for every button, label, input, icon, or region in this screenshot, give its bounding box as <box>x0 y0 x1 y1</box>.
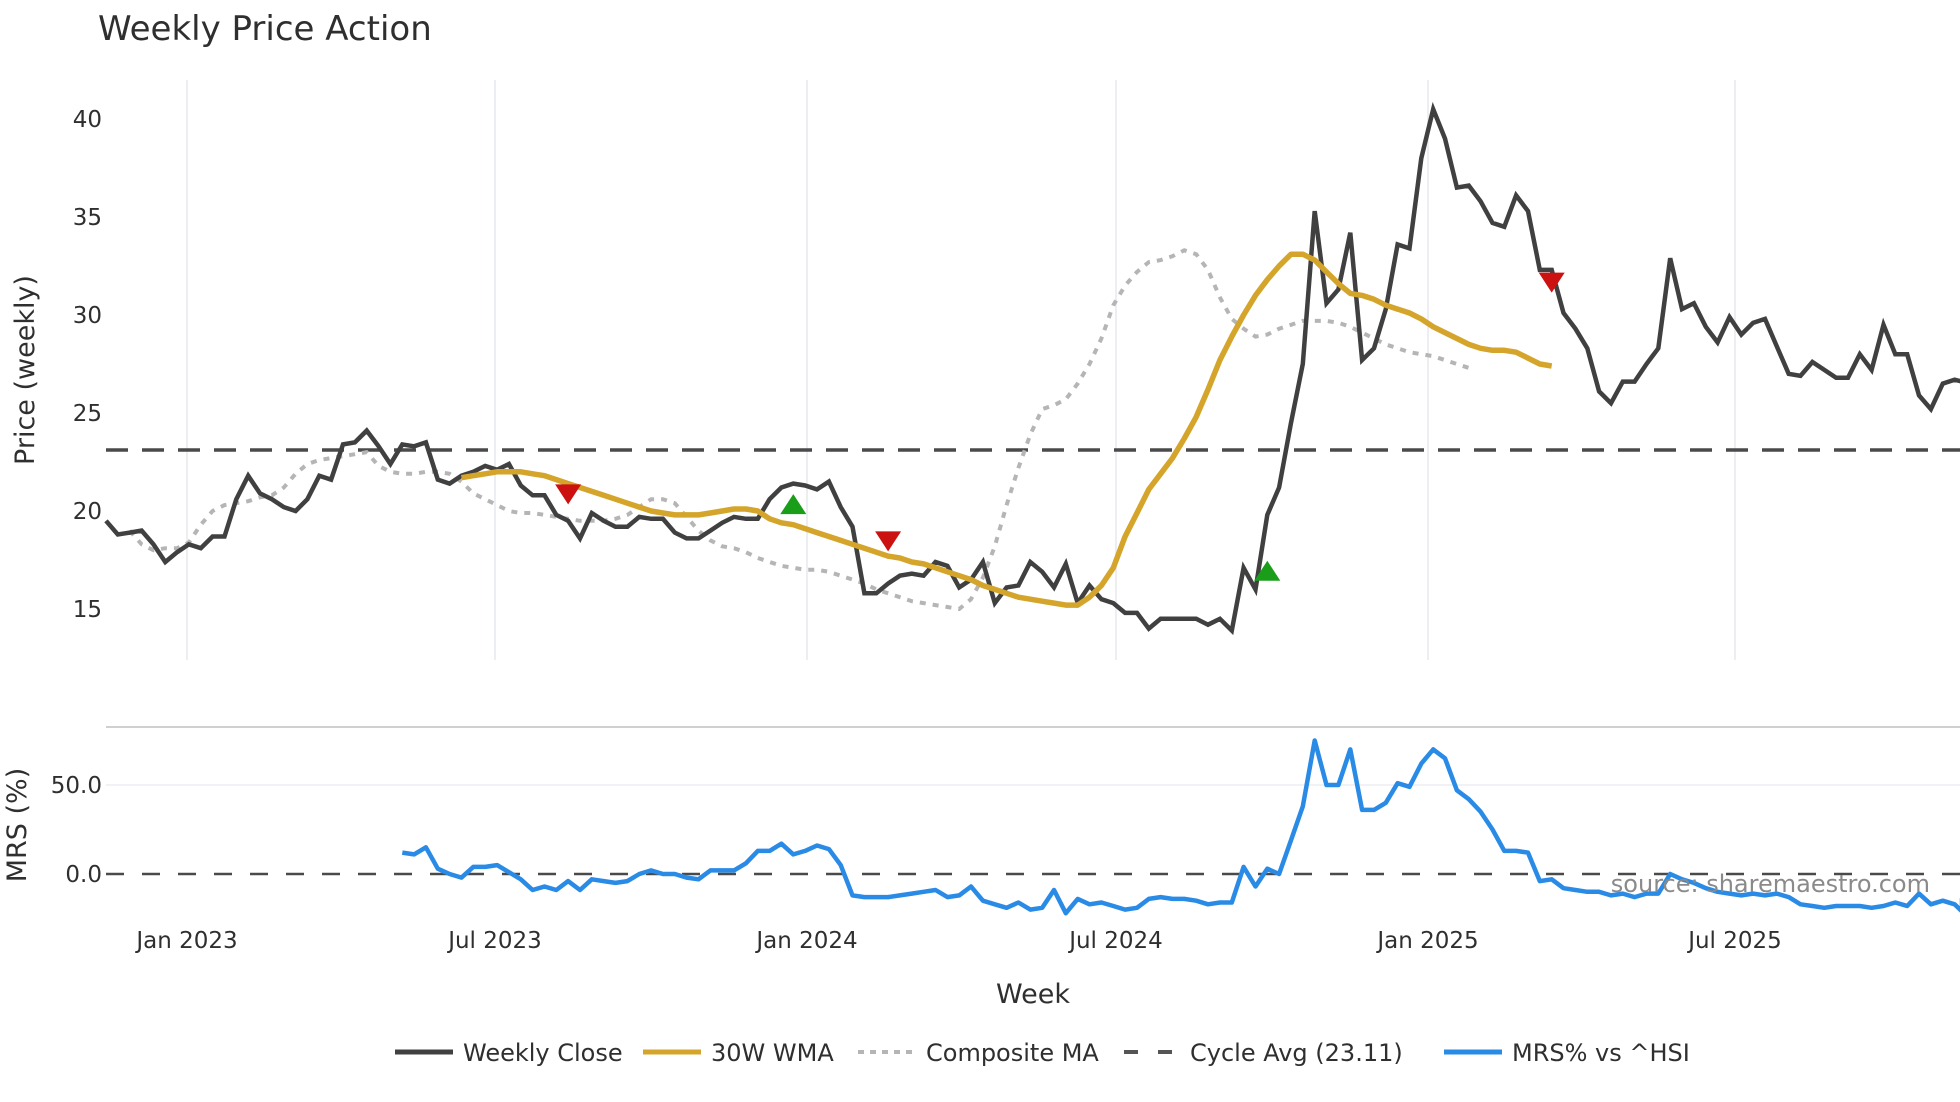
sell-signal-marker <box>555 484 582 505</box>
mrs-tick-50: 50.0 <box>51 773 102 799</box>
price-axis-label: Price (weekly) <box>10 275 41 465</box>
price-tick-label: 25 <box>73 401 102 427</box>
mrs-line <box>401 738 1960 916</box>
price-axis-ticks: 15 20 25 30 35 40 <box>73 107 102 623</box>
buy-signal-marker <box>1254 560 1281 581</box>
price-tick-label: 15 <box>73 597 102 623</box>
price-tick-label: 35 <box>73 205 102 231</box>
composite-ma-line <box>128 248 1470 612</box>
x-axis-ticks: Jan 2023 Jul 2023 Jan 2024 Jul 2024 Jan 2025… <box>134 928 1781 954</box>
x-tick-label: Jan 2025 <box>1375 928 1478 954</box>
price-tick-label: 30 <box>73 303 102 329</box>
price-tick-label: 20 <box>73 499 102 525</box>
weekly-close-line <box>104 101 1960 636</box>
source-watermark: source: sharemaestro.com <box>1611 870 1930 898</box>
wma-30w-line <box>461 251 1553 608</box>
mrs-axis-label: MRS (%) <box>2 768 33 883</box>
legend-label: 30W WMA <box>711 1039 834 1067</box>
chart-title: Weekly Price Action <box>98 9 432 49</box>
legend-label: MRS% vs ^HSI <box>1512 1039 1690 1067</box>
x-tick-label: Jul 2023 <box>446 928 542 954</box>
sell-signal-marker <box>875 531 902 552</box>
mrs-tick-0: 0.0 <box>65 862 102 888</box>
buy-signal-marker <box>780 494 807 515</box>
signal-markers <box>555 272 1565 581</box>
x-tick-label: Jan 2024 <box>754 928 857 954</box>
legend-label: Cycle Avg (23.11) <box>1190 1039 1403 1067</box>
sell-signal-marker <box>1538 272 1565 293</box>
x-axis-label: Week <box>996 979 1070 1010</box>
legend-label: Weekly Close <box>463 1039 623 1067</box>
legend: Weekly Close 30W WMA Composite MA Cycle Avg… <box>395 1039 1690 1067</box>
price-tick-label: 40 <box>73 107 102 133</box>
x-tick-label: Jan 2023 <box>134 928 237 954</box>
x-tick-label: Jul 2025 <box>1686 928 1782 954</box>
x-tick-label: Jul 2024 <box>1067 928 1163 954</box>
legend-label: Composite MA <box>926 1039 1099 1067</box>
vertical-gridlines <box>186 80 1736 660</box>
